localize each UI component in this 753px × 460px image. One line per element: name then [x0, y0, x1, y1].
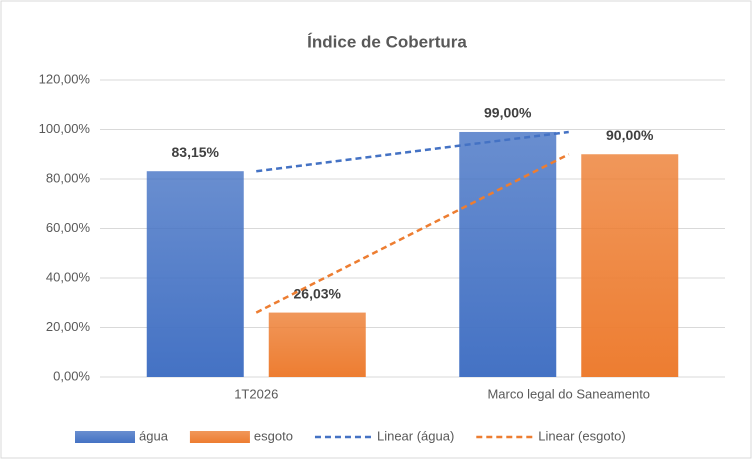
legend-swatch	[75, 431, 135, 443]
y-tick-label: 40,00%	[46, 269, 91, 284]
chart-title: Índice de Cobertura	[307, 32, 467, 51]
legend-label: esgoto	[254, 428, 293, 443]
data-label: 83,15%	[172, 144, 220, 160]
x-tick-label: 1T2026	[234, 386, 278, 401]
legend-swatch	[189, 431, 250, 443]
bar	[268, 312, 366, 377]
data-label: 90,00%	[606, 127, 654, 143]
x-tick-label: Marco legal do Saneamento	[487, 386, 650, 401]
legend-label: água	[139, 428, 169, 443]
bar	[581, 154, 679, 377]
data-label: 99,00%	[484, 105, 532, 121]
y-tick-label: 60,00%	[46, 220, 91, 235]
trendline	[255, 153, 570, 314]
y-tick-label: 80,00%	[46, 170, 91, 185]
y-tick-label: 120,00%	[39, 71, 91, 86]
bar	[146, 171, 244, 377]
legend-label: Linear (água)	[377, 428, 454, 443]
bar	[459, 131, 557, 377]
y-tick-label: 20,00%	[46, 319, 91, 334]
data-label: 26,03%	[294, 285, 342, 301]
y-tick-label: 100,00%	[39, 121, 91, 136]
trendline	[256, 130, 569, 173]
legend-label: Linear (esgoto)	[538, 428, 625, 443]
y-tick-label: 0,00%	[53, 368, 90, 383]
